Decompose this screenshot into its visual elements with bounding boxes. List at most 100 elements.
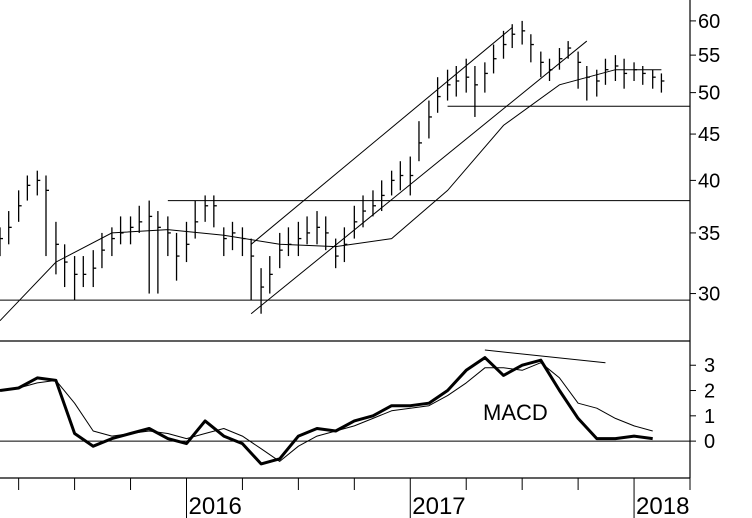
- price-bar: [185, 221, 190, 263]
- price-bar: [642, 66, 646, 85]
- price-bar: [287, 227, 292, 257]
- price-bar: [652, 69, 656, 89]
- price-bar: [558, 48, 563, 70]
- price-bar: [26, 175, 31, 201]
- price-bar: [101, 232, 105, 269]
- macd-y-tick-label: 1: [704, 406, 715, 428]
- price-bar: [129, 216, 134, 245]
- price-bar: [381, 180, 385, 212]
- price-bar-series: [0, 20, 665, 314]
- price-bar: [45, 175, 49, 257]
- price-bar: [82, 256, 87, 288]
- price-bar: [502, 30, 507, 59]
- macd-panel: 3 2 1 0 MACD: [0, 349, 715, 466]
- macd-y-tick-label: 3: [704, 355, 715, 377]
- price-bar: [428, 100, 432, 139]
- macd-divergence-line: [484, 349, 606, 364]
- price-y-tick-label: 60: [698, 11, 720, 33]
- price-bar: [111, 227, 115, 257]
- macd-y-axis-ticks: 3 2 1 0: [690, 355, 715, 453]
- price-bar: [297, 221, 302, 257]
- price-bar: [660, 73, 665, 93]
- price-bar: [596, 69, 600, 97]
- trend-line-1: [250, 40, 588, 315]
- price-bar: [231, 221, 236, 251]
- price-bar: [73, 256, 78, 301]
- price-bar: [530, 34, 534, 63]
- price-bar: [92, 250, 97, 288]
- price-bar: [586, 66, 590, 101]
- price-bar: [260, 268, 265, 314]
- price-bar: [213, 195, 217, 228]
- price-bar: [409, 156, 414, 196]
- price-bar: [175, 232, 180, 281]
- price-bar: [474, 66, 478, 117]
- price-bar: [8, 211, 12, 245]
- price-trend-channel: [250, 27, 588, 315]
- price-bar: [399, 161, 404, 191]
- price-bar: [335, 238, 339, 269]
- macd-y-tick-label: 2: [704, 381, 715, 403]
- price-panel: 60 55 50 45 40 35 30: [0, 11, 720, 322]
- price-bar: [279, 232, 283, 269]
- price-y-tick-label: 45: [698, 124, 720, 146]
- trend-line-0: [250, 27, 513, 245]
- price-bar: [353, 205, 358, 239]
- price-bar: [540, 51, 544, 78]
- price-bar: [269, 256, 273, 294]
- price-bar: [390, 170, 395, 196]
- price-y-axis-ticks: 60 55 50 45 40 35 30: [690, 11, 720, 306]
- price-bar: [521, 20, 526, 45]
- macd-y-tick-label: 0: [704, 431, 715, 453]
- price-bar: [492, 44, 497, 74]
- price-bar: [604, 58, 609, 85]
- price-bar: [614, 55, 619, 81]
- price-y-tick-label: 35: [698, 223, 720, 245]
- price-bar: [316, 211, 321, 245]
- price-y-tick-label: 40: [698, 170, 720, 192]
- price-bar: [465, 58, 470, 93]
- price-bar: [484, 62, 488, 93]
- macd-signal-line: [0, 362, 653, 462]
- price-bar: [567, 41, 572, 59]
- price-y-tick-label: 55: [698, 45, 720, 67]
- price-y-tick-label: 30: [698, 284, 720, 306]
- price-bar: [372, 190, 376, 217]
- price-bar: [55, 221, 59, 275]
- price-bar: [418, 121, 422, 162]
- price-bar: [0, 227, 3, 257]
- price-bar: [138, 205, 143, 233]
- price-bar: [362, 195, 367, 228]
- price-bar: [63, 244, 68, 288]
- price-y-tick-label: 50: [698, 83, 720, 105]
- macd-label: MACD: [483, 400, 548, 425]
- price-bar: [148, 200, 153, 294]
- price-bar: [241, 227, 246, 257]
- price-bar: [577, 51, 582, 89]
- price-bar: [223, 227, 227, 257]
- x-year-label: 2016: [188, 493, 241, 518]
- price-bar: [446, 69, 451, 101]
- price-bar: [548, 58, 553, 81]
- price-bar: [17, 190, 22, 222]
- price-bar: [623, 58, 628, 89]
- price-support-resistance-lines: [0, 105, 690, 301]
- price-bar: [194, 200, 199, 239]
- x-year-label: 2017: [412, 493, 465, 518]
- price-bar: [633, 62, 638, 81]
- x-year-label: 2018: [636, 493, 689, 518]
- price-bar: [436, 77, 441, 113]
- price-bar: [250, 238, 255, 301]
- price-bar: [306, 216, 311, 245]
- price-bar: [157, 211, 161, 294]
- price-bar: [455, 66, 460, 97]
- x-axis-ticks: 2016 2017 2018: [18, 478, 691, 518]
- macd-divergence-trendline: [484, 349, 606, 364]
- price-bar: [36, 170, 41, 196]
- price-bar: [511, 24, 516, 49]
- macd-series-group: [0, 356, 653, 466]
- price-bar: [119, 216, 124, 245]
